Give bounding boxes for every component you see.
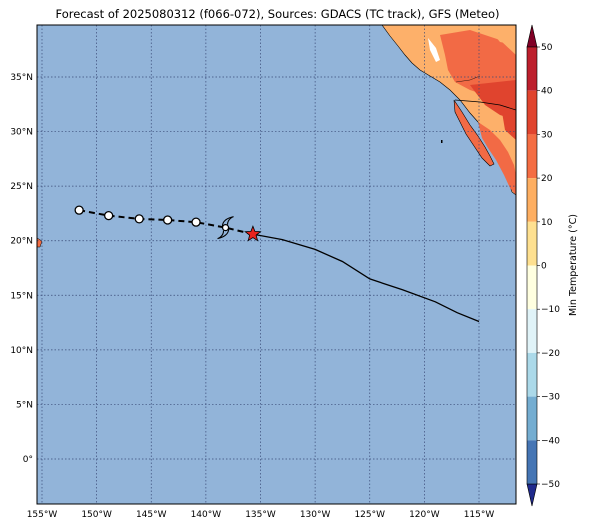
lat-tick-label: 10°N [10,346,33,356]
storm-arm-lower [217,227,230,240]
storm-center [221,224,230,232]
lon-tick-label: 140°W [191,510,222,520]
colorbar-tick-label: 30 [541,130,553,140]
colorbar-tick-label: 40 [541,87,553,97]
lat-tick-label: 15°N [10,291,33,301]
colorbar-label: Min Temperature (°C) [568,214,579,316]
track-point [162,215,173,225]
lat-tick-label: 20°N [10,237,33,247]
colorbar-band [527,47,537,91]
lon-tick-label: 150°W [81,510,112,520]
hawaii-island [37,237,43,248]
past-track-points [74,205,201,227]
colorbar-tick-label: −20 [541,349,560,359]
lat-tick-label: 25°N [10,182,33,192]
lat-tick-label: 35°N [10,73,33,83]
storm-arm-upper [221,216,234,228]
map-grid [37,25,516,504]
lon-tick-label: 155°W [27,510,58,520]
colorbar-band [527,221,537,266]
colorbar-extend-top [526,24,538,48]
lon-tick-label: 115°W [464,510,495,520]
lat-tick-label: 0° [23,455,33,465]
colorbar-tick-label: −30 [541,393,560,403]
ocean-area [37,25,516,504]
tropical-storm-icon [217,216,234,240]
track-point [191,217,201,227]
colorbar-band [527,309,537,353]
plot-frame [36,24,517,505]
latitude-ticks: 35°N 30°N 25°N 20°N 15°N 10°N 5°N 0° [10,73,33,465]
colorbar-tick-label: −40 [541,436,560,446]
track-point [103,210,114,221]
lon-tick-label: 125°W [354,510,385,520]
colorbar-bands [526,24,538,507]
lon-tick-label: 120°W [409,510,440,520]
colorbar-tick-label: 0 [541,262,547,272]
colorbar-band [527,352,537,397]
track-point [74,205,84,215]
map-title: Forecast of 2025080312 (f066-072), Sourc… [55,7,500,21]
colorbar-tick-label: −10 [541,305,560,315]
track-point [134,214,144,224]
colorbar-band [527,90,537,135]
small-island [441,140,443,143]
lon-tick-label: 145°W [136,510,167,520]
north-america-landmass [381,25,516,196]
colorbar-tick-label: 50 [541,43,553,53]
longitude-ticks: 155°W 150°W 145°W 140°W 135°W 130°W 125°W 120°W… [27,510,495,520]
colorbar-band [527,265,537,310]
colorbar-extend-bottom [526,483,538,507]
colorbar-band [527,396,537,441]
colorbar-ticks: 50 40 30 20 10 0 −10 −20 −30 −40 −50 [537,43,560,490]
colorbar-tick-label: 20 [541,174,553,184]
lat-tick-label: 30°N [10,128,33,138]
lat-tick-label: 5°N [16,400,33,410]
colorbar-band [527,134,537,179]
colorbar-band [527,178,537,222]
colorbar-band [527,440,537,484]
star-icon [244,225,262,242]
forecast-track-line [252,233,480,323]
colorbar: 50 40 30 20 10 0 −10 −20 −30 −40 −50 Min Temperatu… [526,24,579,507]
lon-tick-label: 135°W [245,510,276,520]
colorbar-tick-label: −50 [541,480,560,490]
colorbar-tick-label: 10 [541,218,553,228]
lon-tick-label: 130°W [300,510,331,520]
